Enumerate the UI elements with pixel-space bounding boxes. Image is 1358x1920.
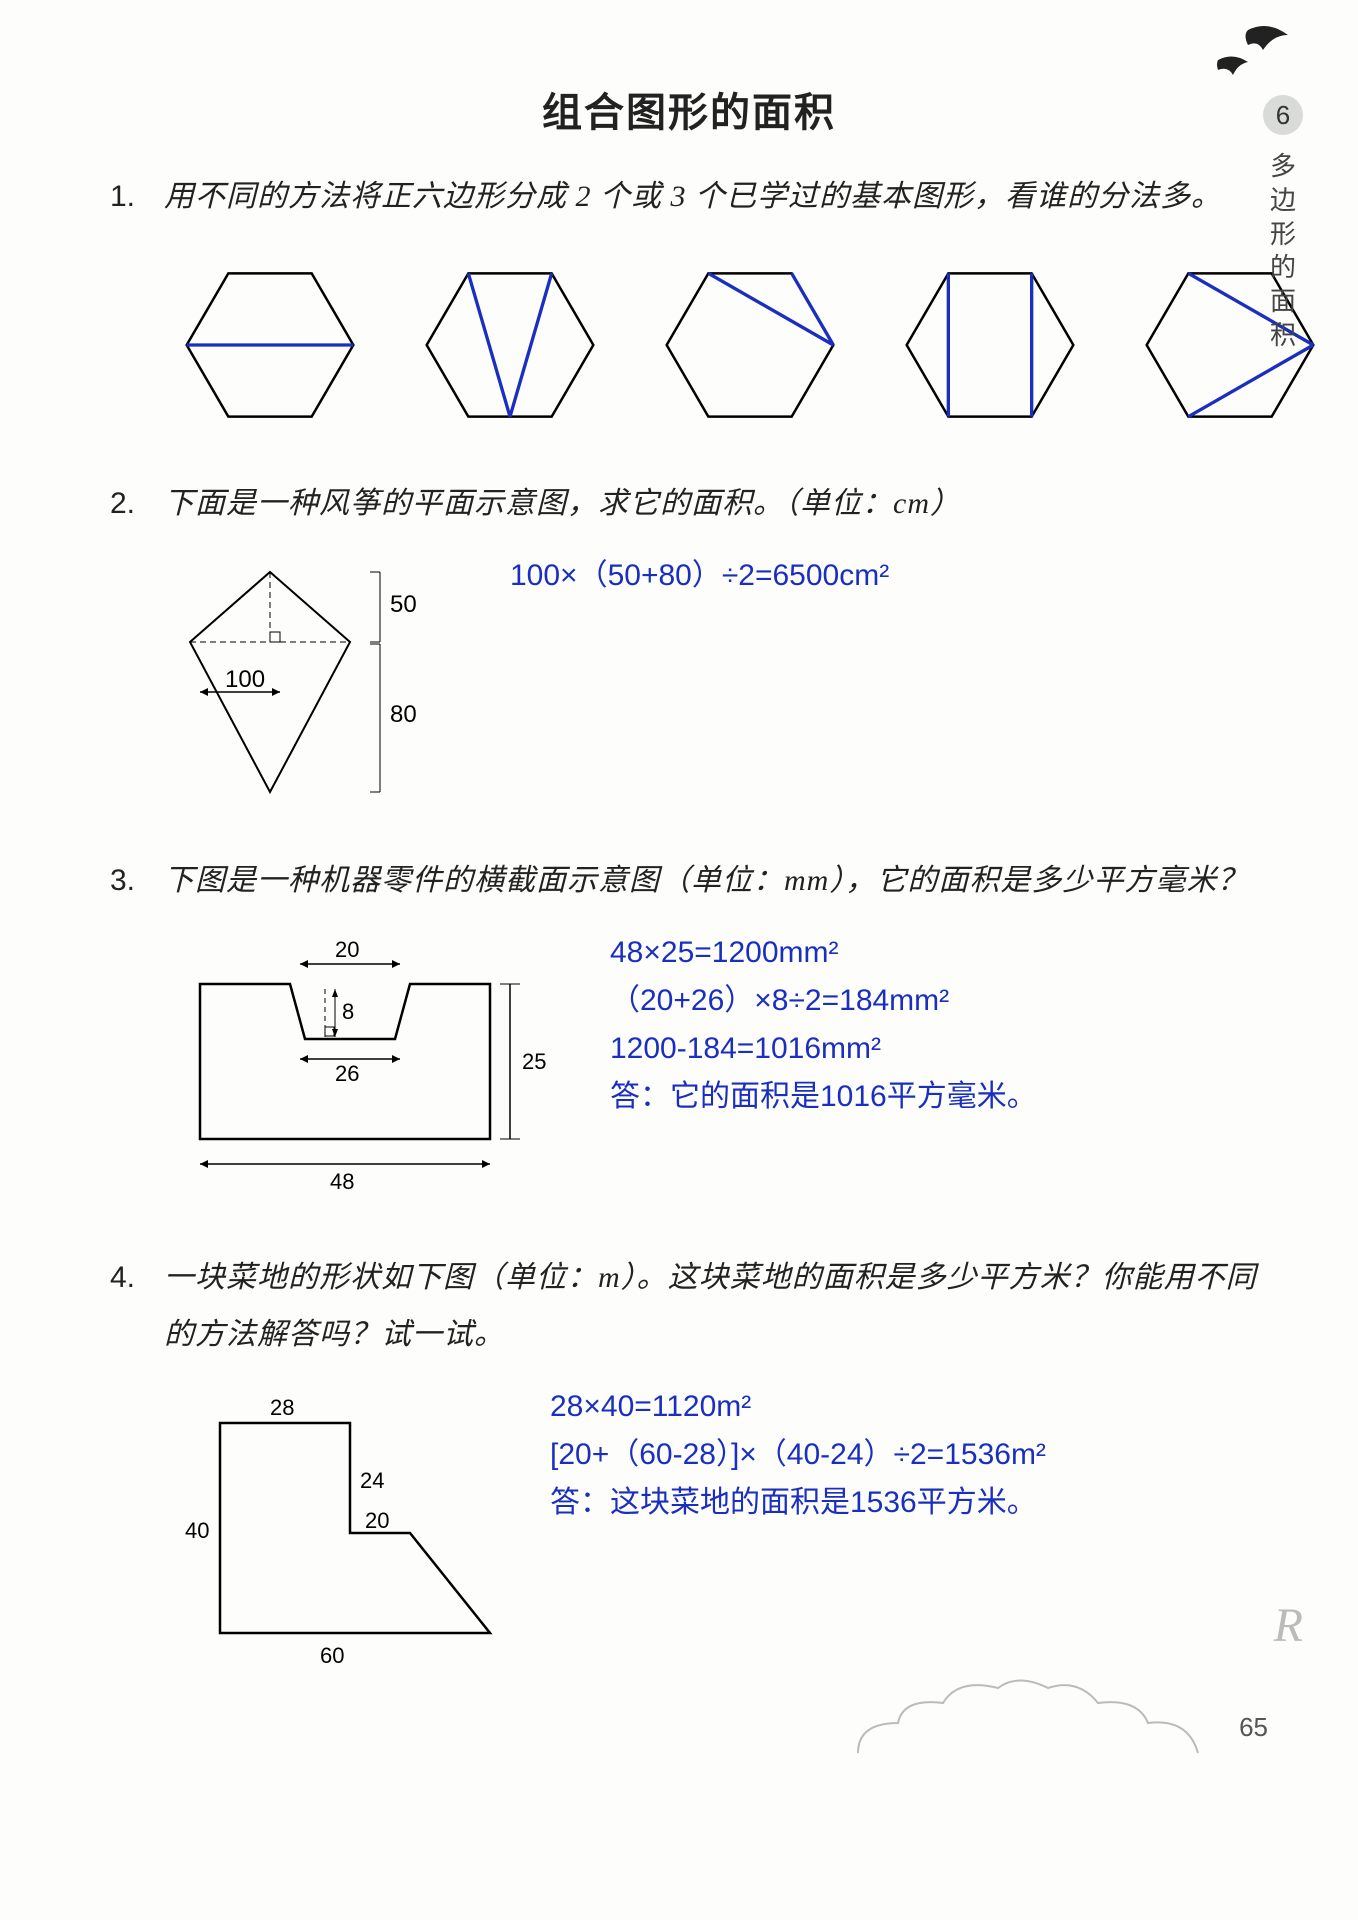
q4-number: 4.	[110, 1249, 150, 1363]
kite-figure: 100 50 80	[170, 552, 450, 812]
q4-answer: 28×40=1120m² [20+（60-28）]×（40-24）÷2=1536…	[550, 1383, 1046, 1527]
machine-part-figure: 20 8 26 25	[170, 929, 550, 1209]
q3-answer-line: （20+26）×8÷2=184mm²	[610, 977, 1037, 1025]
svg-text:24: 24	[360, 1468, 384, 1493]
q3-number: 3.	[110, 852, 150, 909]
kite-bottom-h-label: 80	[390, 701, 417, 728]
page-number: 65	[1239, 1712, 1268, 1743]
svg-text:20: 20	[365, 1508, 389, 1533]
q4-text: 一块菜地的形状如下图（单位：m）。这块菜地的面积是多少平方米？你能用不同的方法解…	[164, 1249, 1268, 1363]
q3-answer: 48×25=1200mm² （20+26）×8÷2=184mm² 1200-18…	[610, 929, 1037, 1121]
svg-text:48: 48	[330, 1169, 354, 1194]
q2-answer: 100×（50+80）÷2=6500cm²	[510, 552, 889, 600]
svg-text:28: 28	[270, 1395, 294, 1420]
hexagon-5	[1130, 255, 1330, 435]
q3-answer-line: 48×25=1200mm²	[610, 929, 1037, 977]
kite-width-label: 100	[225, 666, 265, 693]
q4-answer-line: 答：这块菜地的面积是1536平方米。	[550, 1479, 1046, 1527]
hexagon-1	[170, 255, 370, 435]
svg-text:8: 8	[342, 999, 354, 1024]
q3-answer-line: 答：它的面积是1016平方毫米。	[610, 1073, 1037, 1121]
q4-answer-line: [20+（60-28）]×（40-24）÷2=1536m²	[550, 1431, 1046, 1479]
chapter-badge: 6	[1263, 95, 1303, 135]
question-1: 1. 用不同的方法将正六边形分成 2 个或 3 个已学过的基本图形，看谁的分法多…	[110, 168, 1268, 435]
q1-number: 1.	[110, 168, 150, 225]
svg-text:60: 60	[320, 1643, 344, 1668]
q2-number: 2.	[110, 475, 150, 532]
svg-text:20: 20	[335, 937, 359, 962]
bird-icon	[1188, 20, 1308, 90]
svg-text:26: 26	[335, 1061, 359, 1086]
field-figure: 28 24 20 40 60	[150, 1383, 510, 1683]
kite-top-h-label: 50	[390, 591, 417, 618]
hexagon-3	[650, 255, 850, 435]
q1-text: 用不同的方法将正六边形分成 2 个或 3 个已学过的基本图形，看谁的分法多。	[164, 168, 1222, 225]
question-4: 4. 一块菜地的形状如下图（单位：m）。这块菜地的面积是多少平方米？你能用不同的…	[110, 1249, 1268, 1683]
question-3: 3. 下图是一种机器零件的横截面示意图（单位：mm），它的面积是多少平方毫米？ …	[110, 852, 1268, 1209]
q3-text: 下图是一种机器零件的横截面示意图（单位：mm），它的面积是多少平方毫米？	[164, 852, 1248, 909]
publisher-mark: R	[1274, 1598, 1303, 1653]
page-title: 组合图形的面积	[110, 80, 1268, 138]
cloud-icon	[848, 1663, 1248, 1763]
svg-text:25: 25	[522, 1049, 546, 1074]
q2-text: 下面是一种风筝的平面示意图，求它的面积。（单位：cm）	[164, 475, 961, 532]
q3-answer-line: 1200-184=1016mm²	[610, 1025, 1037, 1073]
question-2: 2. 下面是一种风筝的平面示意图，求它的面积。（单位：cm） 100 50	[110, 475, 1268, 812]
hexagon-2	[410, 255, 610, 435]
side-chapter-label: 多边形的面积	[1270, 150, 1300, 353]
q4-answer-line: 28×40=1120m²	[550, 1383, 1046, 1431]
svg-text:40: 40	[185, 1518, 209, 1543]
hexagon-4	[890, 255, 1090, 435]
hexagon-row	[170, 255, 1268, 435]
